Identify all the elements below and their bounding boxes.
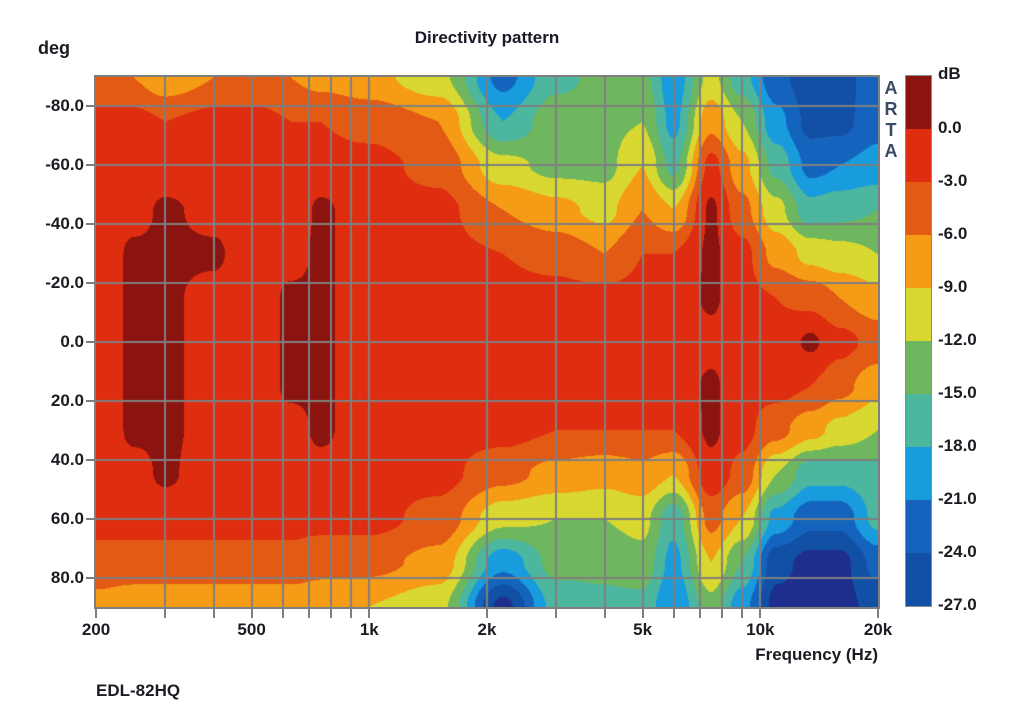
x-axis-tick-label: 5k — [633, 620, 653, 639]
y-axis-tick-mark — [86, 576, 94, 579]
x-axis-tick-mark — [95, 609, 97, 618]
x-axis-tick-mark — [554, 609, 557, 618]
y-axis-tick-label: 60.0 — [50, 508, 84, 528]
x-axis-tick-mark — [281, 609, 284, 618]
y-axis-tick-mark — [86, 282, 94, 285]
x-axis-tick-label: 200 — [81, 620, 111, 639]
watermark-letter: R — [884, 99, 898, 119]
y-axis-tick-mark — [86, 164, 94, 167]
colorbar-segment — [906, 500, 931, 553]
x-axis-tick-mark — [877, 609, 879, 618]
x-axis-tick-label: 2k — [477, 620, 497, 639]
colorbar-tick-label: -27.0 — [938, 595, 977, 614]
y-axis-tick-label: -60.0 — [45, 155, 84, 175]
colorbar-tick-label: -3.0 — [938, 171, 968, 190]
y-axis-tick-mark — [86, 223, 94, 226]
colorbar-segment — [906, 553, 931, 606]
x-axis-tick-label: 10k — [746, 620, 775, 639]
y-axis-tick-label: 20.0 — [50, 390, 84, 410]
y-axis-tick-label: -20.0 — [45, 273, 84, 293]
x-axis-tick-mark — [212, 609, 215, 618]
chart-title: Directivity pattern — [414, 28, 560, 47]
y-axis-tick-label: -40.0 — [45, 214, 84, 234]
colorbar-segment — [906, 288, 931, 341]
colorbar-tick-label: 0.0 — [938, 118, 962, 137]
colorbar-segment — [906, 129, 931, 182]
y-axis-tick-label: -80.0 — [45, 96, 84, 116]
watermark-letter: T — [885, 120, 897, 140]
colorbar-segment — [906, 341, 931, 394]
directivity-heatmap — [96, 77, 878, 607]
x-axis-tick-mark — [350, 609, 353, 618]
colorbar-tick-label: -9.0 — [938, 277, 968, 296]
watermark-letter: A — [884, 141, 898, 161]
colorbar-unit-label: dB — [938, 64, 961, 83]
x-axis-tick-label: 500 — [237, 620, 266, 639]
y-axis-tick-mark — [86, 105, 94, 108]
y-axis-tick-label: 80.0 — [50, 567, 84, 587]
y-axis-unit-label: deg — [38, 38, 71, 58]
x-axis-tick-mark — [368, 609, 371, 618]
y-axis-tick-label: 40.0 — [50, 449, 84, 469]
x-axis-tick-mark — [307, 609, 310, 618]
watermark-letter: A — [884, 78, 898, 98]
x-axis-tick-mark — [672, 609, 675, 618]
y-axis-tick-mark — [86, 517, 94, 520]
footer-label: EDL-82HQ — [96, 681, 181, 700]
colorbar-tick-label: -12.0 — [938, 330, 977, 349]
x-axis-tick-mark — [163, 609, 166, 618]
x-axis-tick-mark — [698, 609, 701, 618]
colorbar — [905, 75, 932, 607]
colorbar-segment — [906, 447, 931, 500]
plot-area — [94, 75, 880, 609]
x-axis-tick-mark — [603, 609, 606, 618]
colorbar-segment — [906, 182, 931, 235]
x-axis-tick-mark — [641, 609, 644, 618]
colorbar-tick-label: -6.0 — [938, 224, 968, 243]
colorbar-tick-label: -15.0 — [938, 383, 977, 402]
y-axis-tick-mark — [86, 399, 94, 402]
x-axis-tick-mark — [759, 609, 762, 618]
y-axis-tick-label: 0.0 — [60, 332, 84, 351]
x-axis-tick-mark — [250, 609, 253, 618]
colorbar-tick-label: -21.0 — [938, 489, 977, 508]
x-axis-tick-mark — [486, 609, 488, 618]
y-axis-tick-mark — [86, 458, 94, 461]
colorbar-segment — [906, 76, 931, 129]
x-axis-tick-mark — [330, 609, 333, 618]
colorbar-segment — [906, 235, 931, 288]
colorbar-tick-label: -18.0 — [938, 436, 977, 455]
x-axis-label: Frequency (Hz) — [755, 645, 878, 664]
x-axis-tick-label: 1k — [359, 620, 379, 639]
x-axis-tick-label: 20k — [863, 620, 893, 639]
y-axis-tick-mark — [86, 341, 94, 343]
colorbar-segment — [906, 394, 931, 447]
x-axis-tick-mark — [741, 609, 744, 618]
x-axis-tick-mark — [721, 609, 724, 618]
colorbar-tick-label: -24.0 — [938, 542, 977, 561]
